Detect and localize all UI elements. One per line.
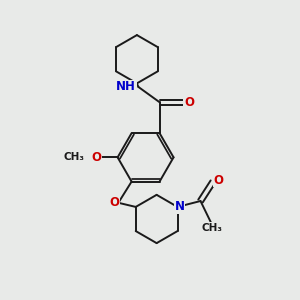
Text: O: O bbox=[184, 96, 194, 109]
Text: N: N bbox=[175, 200, 185, 213]
Text: O: O bbox=[213, 174, 223, 187]
Text: NH: NH bbox=[116, 80, 136, 93]
Text: O: O bbox=[110, 196, 120, 209]
Text: CH₃: CH₃ bbox=[202, 223, 223, 232]
Text: CH₃: CH₃ bbox=[64, 152, 85, 162]
Text: O: O bbox=[92, 151, 101, 164]
